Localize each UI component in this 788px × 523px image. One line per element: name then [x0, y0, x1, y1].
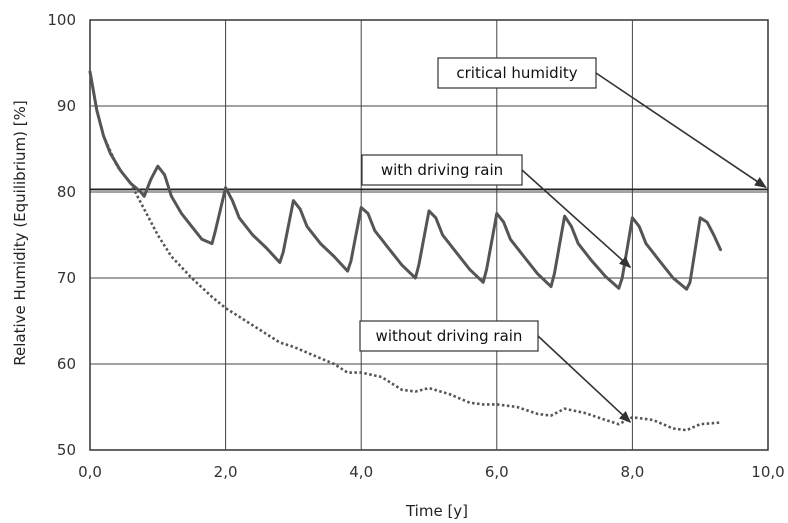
x-tick-label: 10,0 [751, 463, 784, 481]
y-tick-label: 80 [57, 183, 76, 201]
x-tick-labels: 0,0 2,0 4,0 6,0 8,0 10,0 [78, 463, 785, 481]
y-tick-label: 60 [57, 355, 76, 373]
y-tick-label: 90 [57, 97, 76, 115]
annotation-label: critical humidity [456, 64, 577, 82]
y-tick-label: 50 [57, 441, 76, 459]
annotation-arrow [537, 335, 632, 423]
annotation-box [359, 320, 539, 352]
x-tick-label: 0,0 [78, 463, 102, 481]
annotations: critical humidity with driving rain withou… [359, 57, 767, 423]
annotation-box [437, 57, 597, 89]
annotation-arrow [521, 169, 632, 269]
annotation-arrow [595, 72, 767, 189]
series-line-with-driving-rain [88, 70, 722, 291]
y-tick-label: 100 [47, 11, 76, 29]
x-tick-label: 2,0 [214, 463, 238, 481]
annotation-label: without driving rain [376, 327, 523, 345]
x-tick-label: 8,0 [620, 463, 644, 481]
series [88, 70, 722, 432]
annotation: without driving rain [359, 320, 632, 423]
plot-frame [89, 19, 769, 451]
annotation: with driving rain [361, 154, 632, 269]
grid [89, 19, 769, 451]
annotation: critical humidity [437, 57, 767, 189]
x-tick-label: 6,0 [485, 463, 509, 481]
x-axis-label: Time [y] [405, 502, 468, 520]
y-axis-label: Relative Humidity (Equilibrium) [%] [11, 100, 29, 365]
annotation-label: with driving rain [381, 161, 503, 179]
x-tick-label: 4,0 [349, 463, 373, 481]
series-line-without-driving-rain [88, 71, 721, 432]
annotation-box [361, 154, 523, 186]
y-tick-labels: 50 60 70 80 90 100 [47, 11, 76, 459]
y-tick-label: 70 [57, 269, 76, 287]
